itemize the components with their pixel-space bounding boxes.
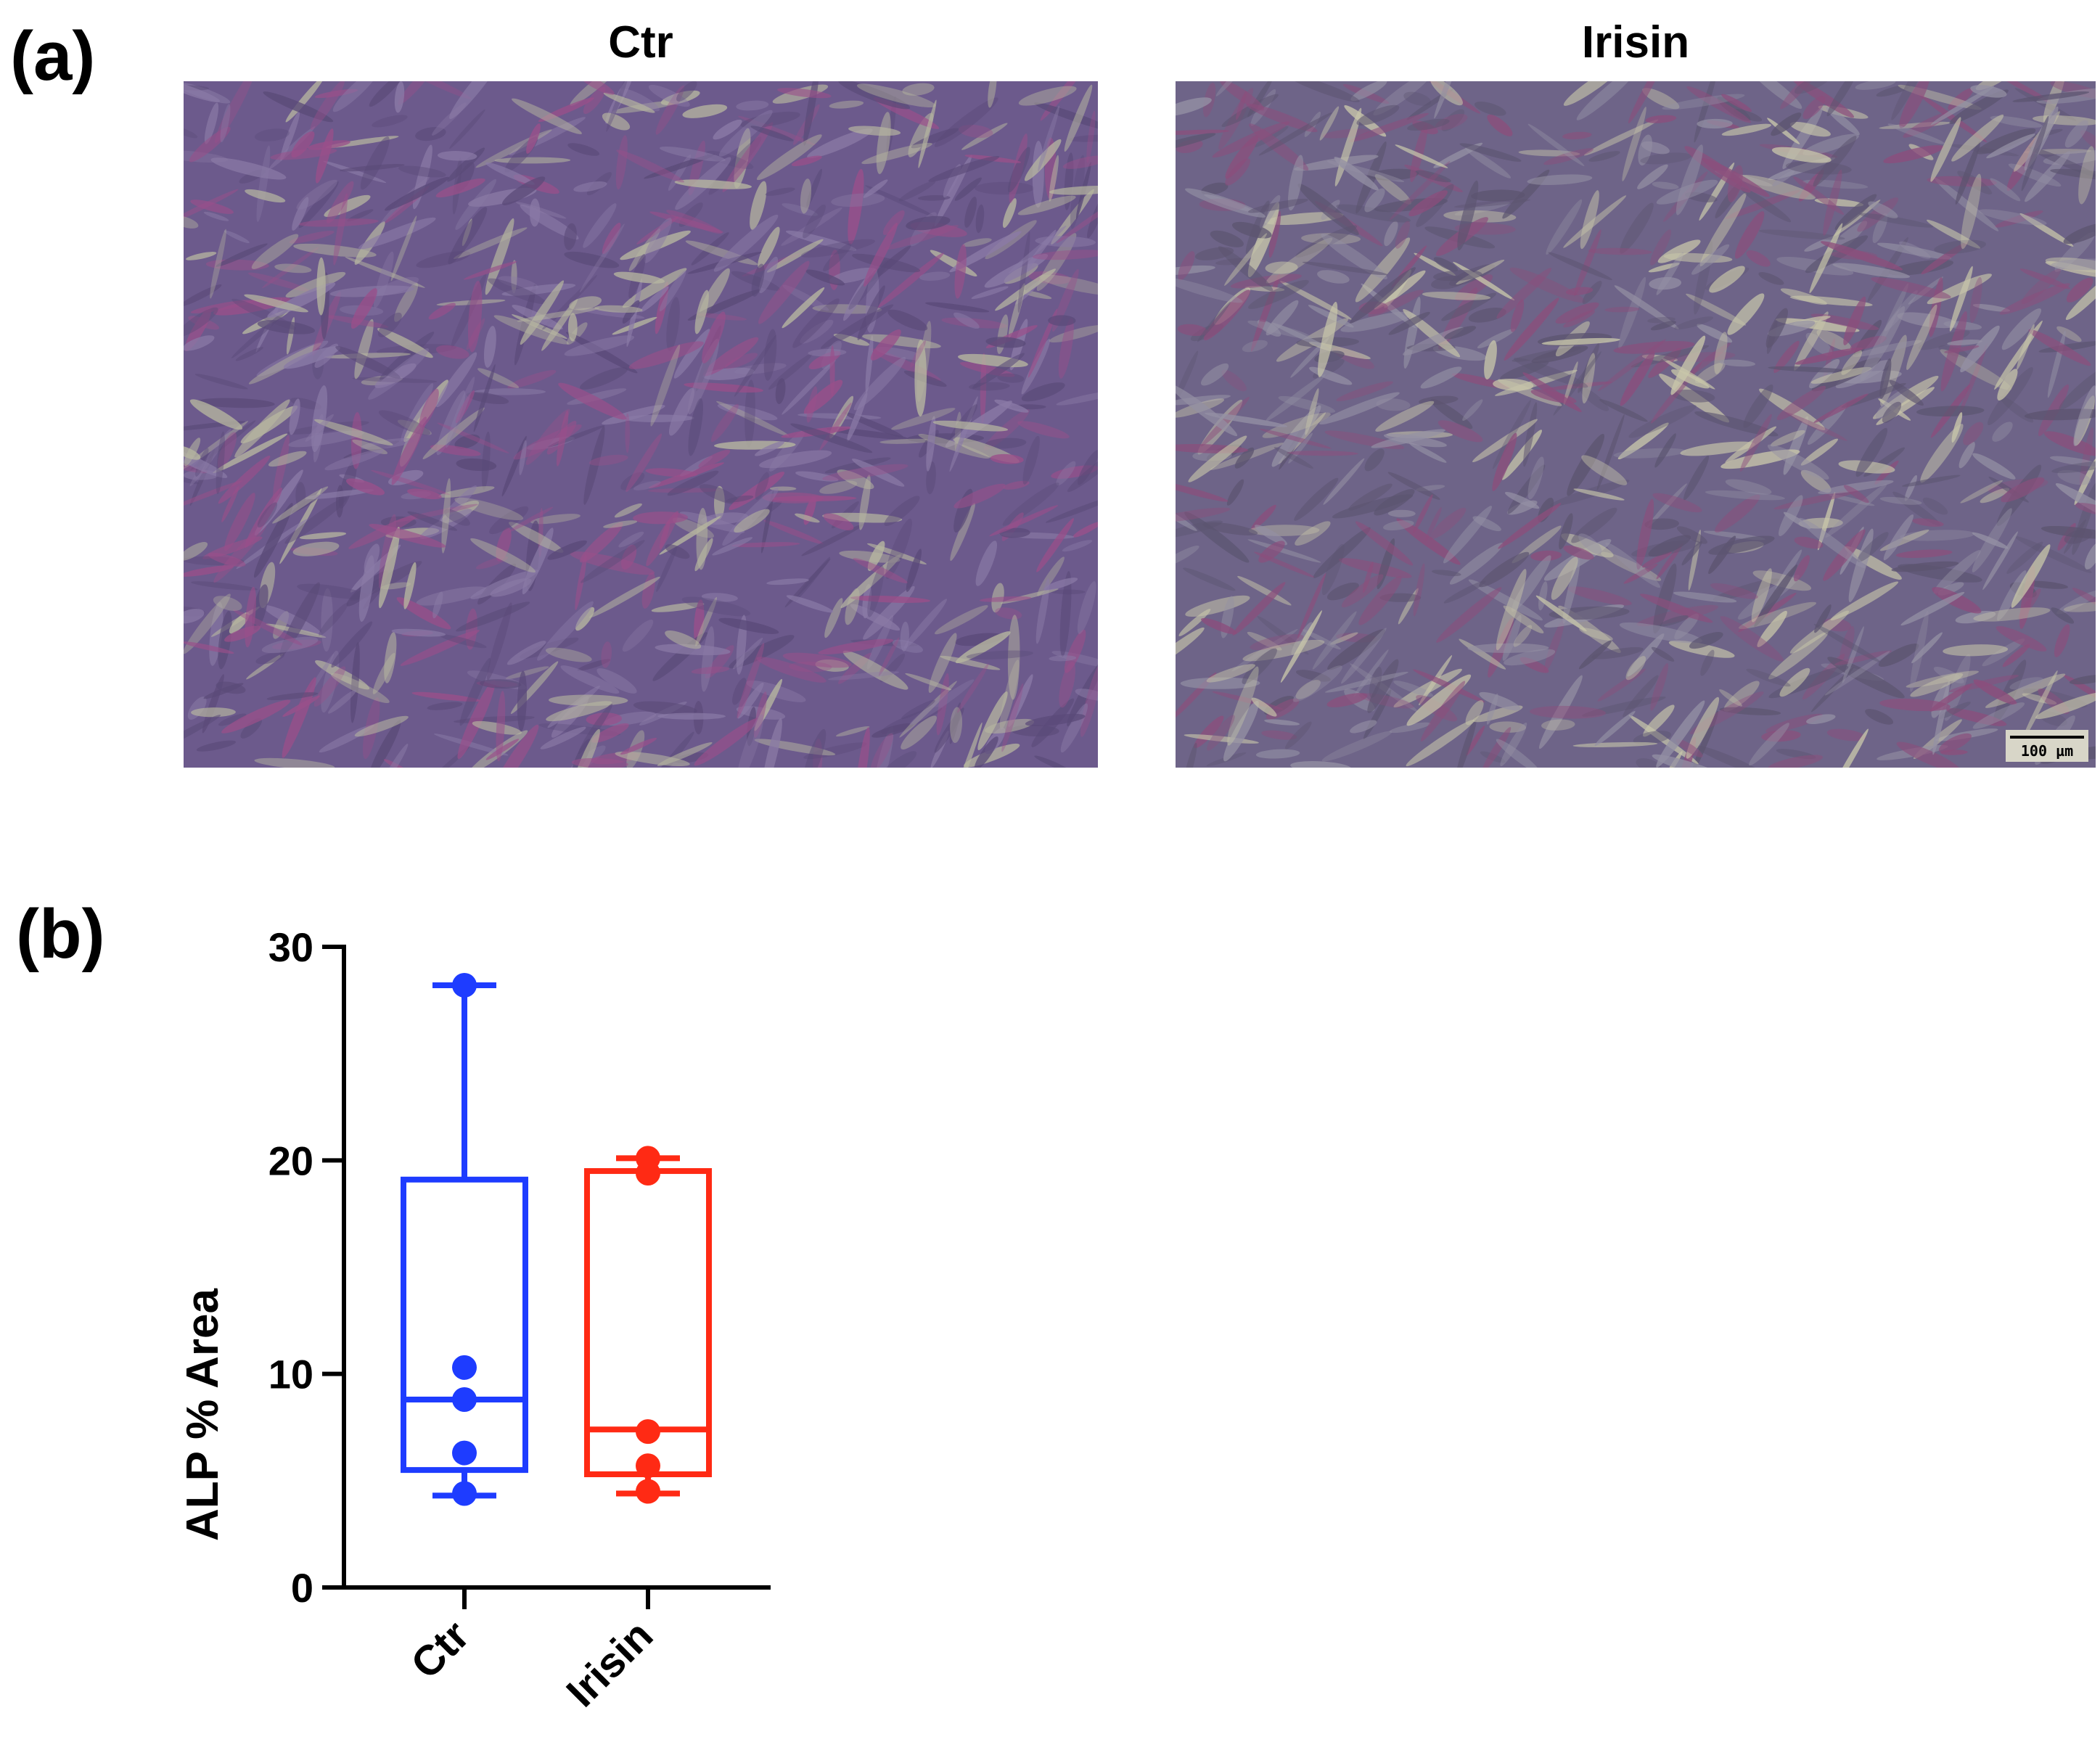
y-tick-label: 0 (291, 1565, 313, 1611)
cell-texture (184, 81, 1098, 768)
data-point (452, 1481, 477, 1506)
data-point (452, 1355, 477, 1380)
x-tick-label-irisin: Irisin (557, 1611, 662, 1716)
x-tick-label-ctr: Ctr (402, 1611, 478, 1688)
micrograph-title-irisin: Irisin (1581, 17, 1690, 67)
data-point (636, 1419, 660, 1445)
axes: 0 10 20 30 Ctr Irisin (268, 924, 771, 1716)
data-point (636, 1453, 660, 1479)
data-point (452, 972, 477, 998)
micrograph-title-ctr: Ctr (608, 17, 673, 67)
micrograph-ctr (184, 81, 1098, 768)
cell-texture (1176, 81, 2096, 768)
scale-bar: 100 µm (2006, 730, 2088, 762)
y-tick-label: 20 (268, 1138, 313, 1183)
y-axis-title: ALP % Area (178, 1288, 228, 1541)
data-point (636, 1479, 660, 1504)
data-point (452, 1386, 477, 1412)
data-point (636, 1160, 660, 1186)
y-tick-label: 10 (268, 1352, 313, 1397)
boxes (401, 972, 712, 1506)
y-tick-label: 30 (268, 924, 313, 970)
scale-bar-label: 100 µm (2021, 742, 2073, 760)
micrograph-irisin: 100 µm (1176, 81, 2096, 768)
data-point (452, 1440, 477, 1466)
box-ctr (401, 972, 528, 1506)
panel-label-a: (a) (10, 17, 96, 95)
box-plot-chart: 0 10 20 30 Ctr Irisin ALP % Area (0, 856, 871, 1742)
panel-label-b: (b) (16, 895, 105, 973)
box-irisin (584, 1146, 712, 1504)
iqr-box (401, 1176, 528, 1474)
